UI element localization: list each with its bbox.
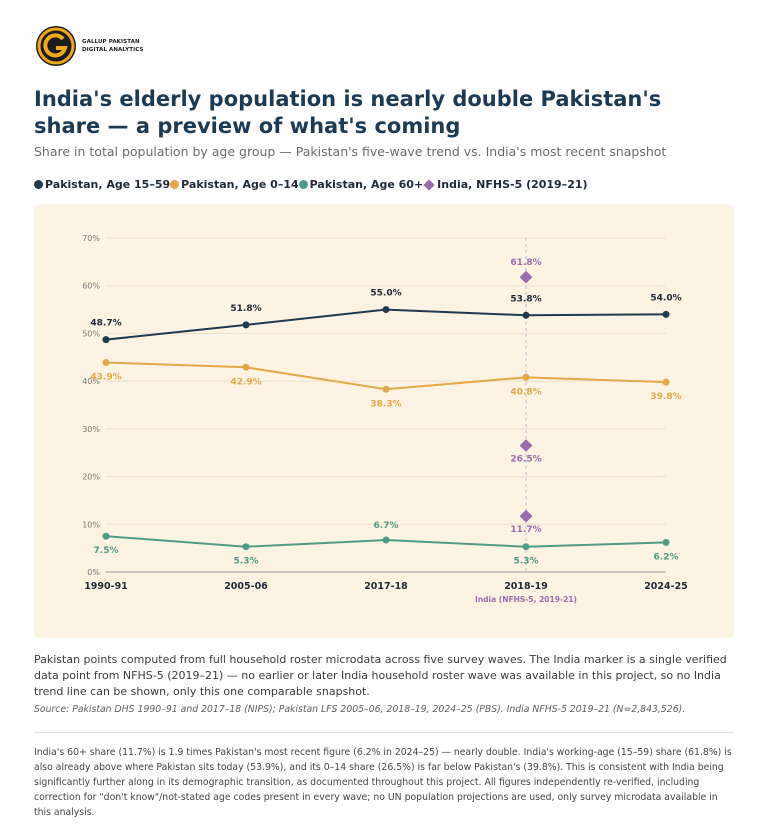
y-tick-label: 0%: [87, 568, 100, 577]
analysis-text: India's 60+ share (11.7%) is 1.9 times P…: [34, 747, 732, 818]
legend-dot-icon: [34, 180, 43, 189]
legend-label: Pakistan, Age 15–59: [45, 178, 171, 191]
data-label: 55.0%: [370, 289, 401, 299]
data-point: [662, 538, 670, 546]
data-point: [382, 306, 390, 314]
india-data-label: 26.5%: [510, 455, 541, 465]
brand-name: GALLUP PAKISTAN DIGITAL ANALYTICS: [82, 38, 144, 54]
legend-dot-icon: [170, 180, 180, 189]
india-annotation: India (NFHS-5, 2019-21): [475, 595, 577, 604]
x-tick-label: 2018-19: [504, 581, 548, 592]
data-point: [662, 310, 670, 318]
data-label: 48.7%: [90, 319, 121, 329]
legend-item-elderly: Pakistan, Age 60+: [298, 178, 424, 191]
data-point: [522, 311, 530, 319]
data-label: 54.0%: [650, 293, 681, 303]
data-point: [242, 543, 250, 551]
brand-logo: GALLUP PAKISTAN DIGITAL ANALYTICS: [36, 26, 144, 66]
data-point: [242, 321, 250, 329]
data-label: 39.8%: [650, 392, 681, 402]
data-label: 53.8%: [510, 294, 541, 304]
series-line-0: [105, 308, 667, 341]
legend-item-children: Pakistan, Age 0–14: [170, 178, 299, 191]
legend-diamond-icon: [423, 178, 435, 191]
chart-title: India's elderly population is nearly dou…: [34, 87, 662, 138]
data-point: [522, 543, 530, 551]
legend-label: Pakistan, Age 60+: [309, 178, 424, 191]
legend-label: India, NFHS-5 (2019–21): [437, 178, 588, 191]
data-label: 6.2%: [654, 552, 679, 562]
chart-note: Pakistan points computed from full house…: [34, 653, 727, 698]
data-point: [242, 363, 250, 371]
data-point: [102, 336, 110, 344]
chart-source: Source: Pakistan DHS 1990–91 and 2017–18…: [34, 704, 686, 715]
y-tick-label: 30%: [82, 425, 100, 434]
data-label: 43.9%: [90, 373, 121, 383]
x-tick-label: 2017-18: [364, 581, 408, 592]
data-point: [662, 378, 670, 386]
data-label: 6.7%: [374, 521, 399, 531]
data-label: 5.3%: [514, 557, 539, 567]
y-tick-label: 20%: [82, 473, 100, 482]
brand-line-2: DIGITAL ANALYTICS: [82, 47, 144, 53]
y-tick-label: 70%: [82, 234, 100, 243]
data-point: [102, 359, 110, 367]
line-chart: 0% 10% 20% 30% 40% 50% 60% 70% 1990-91 2005-06 201…: [82, 234, 688, 604]
data-label: 42.9%: [230, 377, 261, 387]
data-label: 7.5%: [94, 546, 119, 556]
legend-item-india: India, NFHS-5 (2019–21): [423, 178, 588, 191]
data-label: 38.3%: [370, 399, 401, 409]
x-tick-label: 2024-25: [644, 581, 688, 592]
data-point: [102, 532, 110, 540]
data-label: 40.8%: [510, 387, 541, 397]
divider: [34, 732, 734, 733]
data-label: 51.8%: [230, 304, 261, 314]
brand-line-1: GALLUP PAKISTAN: [82, 39, 140, 45]
chart-panel: 0% 10% 20% 30% 40% 50% 60% 70% 1990-91 2005-06 201…: [34, 204, 734, 638]
y-tick-label: 40%: [82, 377, 100, 386]
legend-dot-icon: [298, 180, 308, 189]
y-tick-label: 60%: [82, 282, 100, 291]
x-tick-label: 1990-91: [84, 581, 128, 592]
gallup-logo-icon: [36, 26, 76, 66]
data-label: 5.3%: [234, 557, 259, 567]
series-line-1: [105, 361, 667, 391]
chart-legend: Pakistan, Age 15–59 Pakistan, Age 0–14 P…: [34, 178, 588, 191]
india-marker: [519, 439, 533, 452]
legend-label: Pakistan, Age 0–14: [181, 178, 299, 191]
chart-subtitle: Share in total population by age group —…: [34, 144, 667, 159]
data-point: [522, 373, 530, 381]
india-data-label: 11.7%: [510, 525, 541, 535]
y-tick-label: 10%: [82, 520, 100, 529]
data-point: [382, 385, 390, 393]
x-tick-label: 2005-06: [224, 581, 268, 592]
data-point: [382, 536, 390, 544]
india-marker: [519, 270, 533, 284]
india-data-label: 61.8%: [510, 258, 541, 268]
y-tick-label: 50%: [82, 329, 100, 338]
legend-item-working-age: Pakistan, Age 15–59: [34, 178, 170, 191]
india-marker: [519, 509, 533, 523]
